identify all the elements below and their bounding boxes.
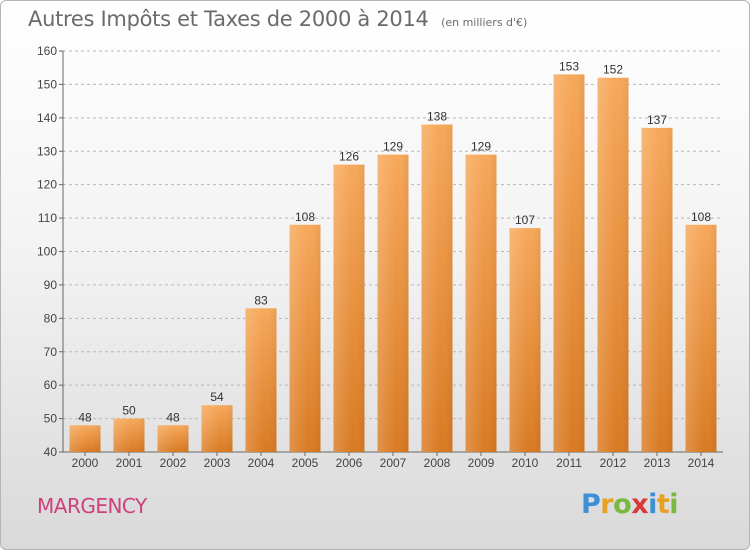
data-label-2010: 107 [515, 213, 535, 227]
data-label-2003: 54 [210, 390, 224, 404]
logo-letter: i [669, 489, 679, 520]
logo-letter: r [600, 489, 614, 520]
x-tick-label-2009: 2009 [468, 456, 495, 470]
bar-shade-2013 [641, 127, 673, 452]
chart-header: Autres Impôts et Taxes de 2000 à 2014 (e… [28, 7, 527, 31]
data-label-2001: 50 [122, 404, 136, 418]
bar-shade-2009 [465, 154, 497, 452]
bar-shade-2006 [333, 164, 365, 452]
y-tick-label: 160 [37, 44, 57, 58]
city-name: MARGENCY [37, 494, 147, 518]
data-label-2005: 108 [295, 210, 315, 224]
bar-shade-2003 [201, 405, 233, 452]
bar-shade-2007 [377, 154, 409, 452]
x-tick-labels: 2000 2001 2002 2003 2004 2005 2006 2007 2008 2009… [72, 456, 715, 470]
logo-letter: i [648, 489, 657, 520]
logo-letter: x [631, 489, 649, 520]
x-tick-label-2001: 2001 [116, 456, 143, 470]
x-tick-label-2002: 2002 [160, 456, 187, 470]
bar-shade-2002 [157, 425, 189, 452]
bars [69, 74, 717, 453]
y-tick-label: 60 [44, 378, 58, 392]
y-tick-label: 140 [37, 111, 57, 125]
x-tick-label-2012: 2012 [600, 456, 627, 470]
data-label-2006: 126 [339, 150, 359, 164]
x-tick-label-2010: 2010 [512, 456, 539, 470]
y-tick-label: 150 [37, 77, 57, 91]
data-label-2013: 137 [647, 113, 667, 127]
logo-letter: t [656, 489, 670, 520]
data-label-2002: 48 [166, 410, 180, 424]
x-tick-label-2013: 2013 [644, 456, 671, 470]
data-label-2000: 48 [78, 410, 92, 424]
y-tick-label: 100 [37, 245, 57, 259]
x-tick-label-2008: 2008 [424, 456, 451, 470]
data-labels: 48 50 48 54 83 108 126 129 138 129 107 153 152 137 108 [78, 59, 711, 424]
bar-shade-2004 [245, 308, 277, 452]
bar-shade-2000 [69, 425, 101, 452]
bar-shade-2011 [553, 74, 585, 453]
proxiti-logo: Proxiti [581, 489, 679, 520]
data-label-2014: 108 [691, 210, 711, 224]
chart-subtitle: (en milliers d'€) [441, 16, 528, 29]
chart-title: Autres Impôts et Taxes de 2000 à 2014 [28, 7, 429, 31]
bar-shade-2014 [685, 224, 717, 452]
y-tick-label: 40 [44, 445, 58, 459]
y-tick-label: 120 [37, 178, 57, 192]
y-tick-label: 50 [44, 412, 58, 426]
y-tick-label: 70 [44, 345, 58, 359]
x-tick-label-2000: 2000 [72, 456, 99, 470]
data-label-2011: 153 [559, 59, 579, 73]
y-tick-label: 90 [44, 278, 58, 292]
y-tick-label: 80 [44, 311, 58, 325]
x-tick-label-2006: 2006 [336, 456, 363, 470]
bar-shade-2012 [597, 77, 629, 452]
data-label-2008: 138 [427, 110, 447, 124]
x-tick-label-2003: 2003 [204, 456, 231, 470]
y-tick-label: 130 [37, 144, 57, 158]
x-tick-label-2005: 2005 [292, 456, 319, 470]
x-tick-label-2004: 2004 [248, 456, 275, 470]
logo-letter: o [613, 489, 632, 520]
bar-shade-2005 [289, 224, 321, 452]
data-label-2009: 129 [471, 140, 491, 154]
data-label-2004: 83 [254, 293, 268, 307]
x-tick-label-2007: 2007 [380, 456, 407, 470]
logo-letter: P [581, 489, 601, 520]
y-tick-labels: 40 50 60 70 80 90 100 110 120 130 140 150 160 [37, 44, 57, 459]
y-tick-label: 110 [38, 211, 57, 225]
data-label-2007: 129 [383, 140, 403, 154]
x-tick-label-2014: 2014 [688, 456, 715, 470]
bar-shade-2010 [509, 228, 541, 452]
data-label-2012: 152 [603, 63, 623, 77]
bar-shade-2001 [113, 418, 145, 452]
x-tick-label-2011: 2011 [556, 456, 582, 470]
bar-shade-2008 [421, 124, 453, 453]
